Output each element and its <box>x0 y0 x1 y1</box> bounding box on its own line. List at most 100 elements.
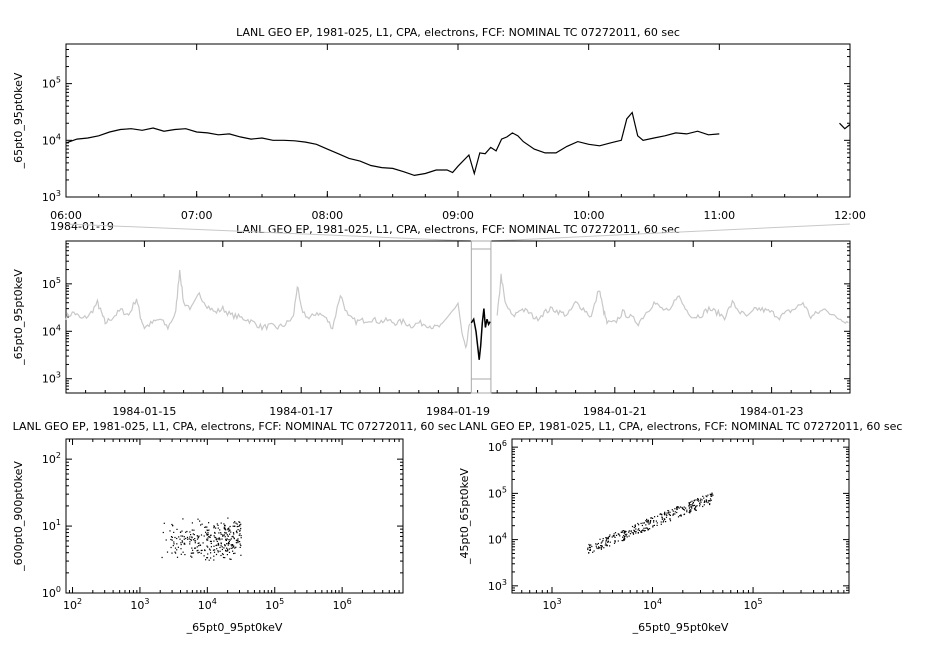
scatter-point <box>200 552 202 554</box>
scatter-point <box>638 529 641 532</box>
scatter-point <box>623 538 625 540</box>
scatter-point <box>697 499 699 501</box>
scatter-point <box>634 530 636 533</box>
scatter-point <box>601 545 603 547</box>
scatter-point <box>239 541 241 543</box>
scatter-point <box>209 549 211 551</box>
scatter-point <box>197 537 200 539</box>
scatter-point <box>226 547 228 549</box>
scatter-point <box>225 538 227 540</box>
scatter-point <box>652 517 654 519</box>
scatter-point <box>233 552 235 555</box>
scatter-point <box>676 507 678 509</box>
x-tick-label: 08:00 <box>311 209 343 222</box>
scatter-point <box>666 512 668 514</box>
data-series-highlight-line <box>470 308 491 360</box>
scatter-point <box>226 534 228 536</box>
scatter-point <box>183 536 185 538</box>
scatter-point <box>643 530 645 532</box>
scatter-point <box>181 530 183 532</box>
scatter-point <box>213 525 215 527</box>
y-axis-label: _65pt0_95pt0keV <box>12 72 25 169</box>
scatter-point <box>237 542 239 544</box>
y-tick-label: 103 <box>488 578 507 593</box>
scatter-point <box>683 506 685 508</box>
scatter-point <box>181 541 184 543</box>
scatter-point <box>647 529 649 531</box>
scatter-point <box>606 538 608 540</box>
scatter-point <box>191 537 193 539</box>
scatter-point <box>624 538 626 540</box>
scatter-point <box>230 538 232 540</box>
scatter-point <box>228 529 231 531</box>
scatter-point <box>216 544 218 546</box>
scatter-point <box>217 551 219 553</box>
scatter-point <box>190 552 192 554</box>
scatter-point <box>589 549 591 551</box>
scatter-point <box>643 522 645 524</box>
scatter-point <box>189 536 191 538</box>
scatter-point <box>161 556 163 559</box>
scatter-point <box>225 529 227 531</box>
scatter-point <box>664 511 666 513</box>
zoom-highlight-box <box>470 240 492 394</box>
scatter-point <box>234 547 236 549</box>
scatter-point <box>185 537 187 540</box>
scatter-point <box>186 530 188 533</box>
scatter-point <box>213 559 215 561</box>
scatter-point <box>208 522 210 524</box>
scatter-point <box>233 538 235 540</box>
scatter-point <box>607 540 609 542</box>
scatter-point <box>595 545 597 547</box>
scatter-point <box>694 509 696 511</box>
scatter-point <box>215 538 217 540</box>
plot-frame <box>65 438 404 594</box>
data-series-tail <box>839 122 851 130</box>
scatter-point <box>198 535 200 537</box>
scatter-point <box>231 545 233 547</box>
scatter-point <box>692 505 694 507</box>
scatter-point <box>232 525 234 527</box>
scatter-point <box>171 536 173 538</box>
scatter-point <box>589 548 591 550</box>
scatter-point <box>711 493 713 495</box>
scatter-point <box>213 527 215 529</box>
scatter-point <box>693 508 696 510</box>
scatter-point <box>605 542 607 544</box>
scatter-point <box>213 540 215 542</box>
scatter-point <box>224 525 226 527</box>
scatter-point <box>691 506 693 508</box>
scatter-point <box>179 538 181 540</box>
scatter-point <box>703 497 705 499</box>
scatter-point <box>707 502 709 504</box>
scatter-point <box>680 515 682 517</box>
x-tick-label: 10:00 <box>573 209 605 222</box>
scatter-point <box>649 528 651 530</box>
scatter-point <box>588 543 590 546</box>
scatter-point <box>701 499 703 501</box>
scatter-point <box>607 541 609 543</box>
scatter-point <box>194 538 196 540</box>
scatter-point <box>165 539 167 541</box>
y-tick-label: 106 <box>488 439 507 454</box>
scatter-point <box>213 555 215 557</box>
scatter-point <box>196 535 198 537</box>
scatter-point <box>623 537 625 539</box>
scatter-point <box>172 525 174 527</box>
y-tick-label: 100 <box>42 585 61 600</box>
scatter-point <box>661 518 663 520</box>
scatter-point <box>628 531 630 533</box>
scatter-point <box>628 530 630 532</box>
scatter-point <box>227 544 229 546</box>
scatter-point <box>188 538 190 540</box>
x-tick-label: 07:00 <box>181 209 213 222</box>
scatter-point <box>647 528 649 530</box>
scatter-point <box>611 536 613 538</box>
scatter-point <box>233 537 235 539</box>
scatter-point <box>625 535 627 537</box>
scatter-point <box>196 538 199 540</box>
scatter-point <box>641 530 643 532</box>
scatter-point <box>180 548 182 550</box>
scatter-point <box>691 507 693 509</box>
scatter-point <box>664 512 666 514</box>
